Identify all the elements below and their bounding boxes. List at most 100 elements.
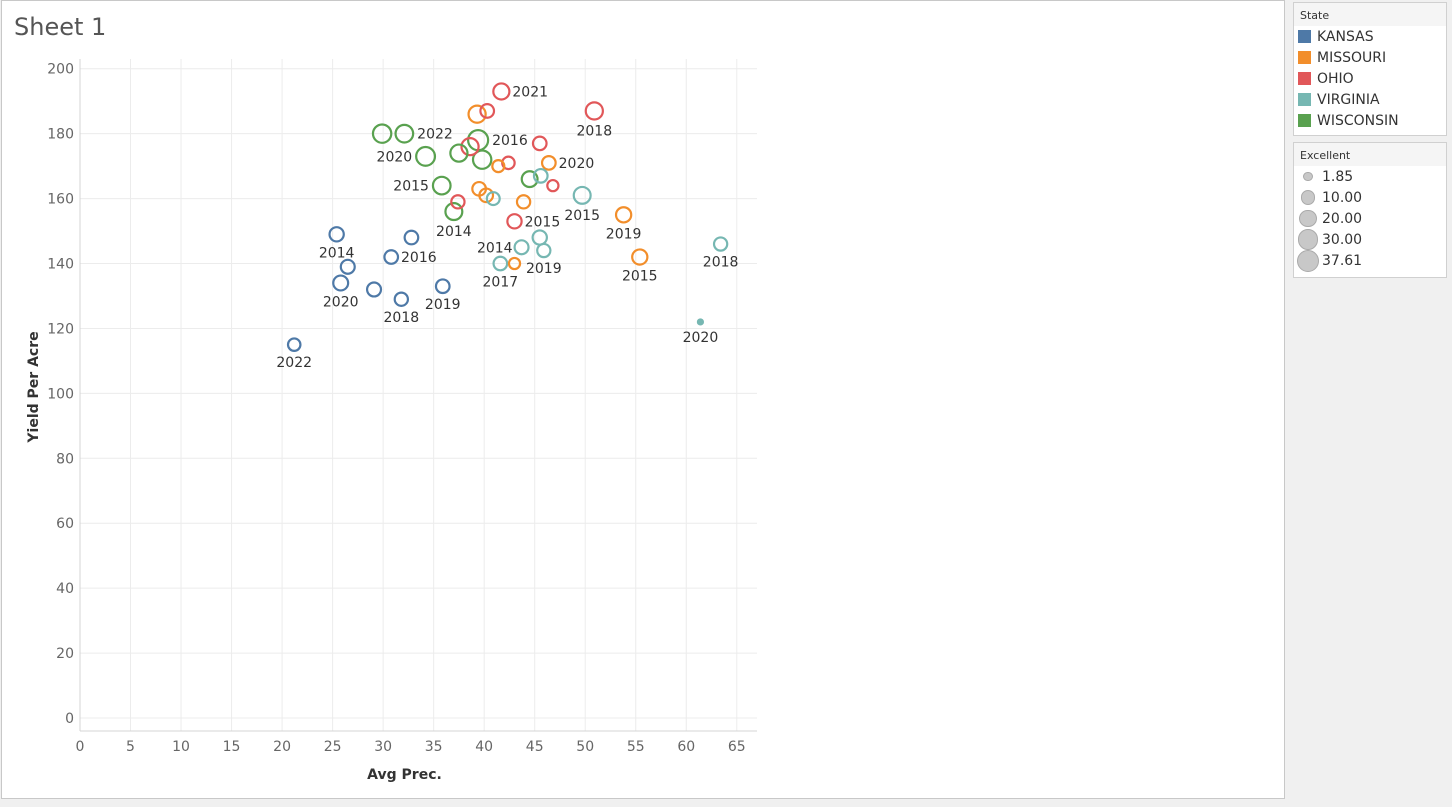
data-label: 2020 [559,156,595,172]
data-point-missouri[interactable] [614,206,633,224]
y-tick-label: 120 [47,321,74,337]
data-label: 2015 [393,179,429,195]
x-tick-label: 45 [526,739,544,755]
legend-item-wisconsin[interactable]: WISCONSIN [1294,110,1446,131]
legend-item-virginia[interactable]: VIRGINIA [1294,89,1446,110]
size-marker-icon [1294,249,1322,272]
state-legend[interactable]: State KANSAS MISSOURI OHIO VIRGINIA WISCONSI… [1293,2,1447,136]
legend-item-missouri[interactable]: MISSOURI [1294,47,1446,68]
size-legend-label: 10.00 [1322,189,1363,206]
x-tick-label: 5 [126,739,135,755]
data-point-wisconsin[interactable] [431,175,452,196]
data-label: 2021 [512,84,548,100]
data-point-wisconsin[interactable] [394,123,415,144]
data-point-kansas[interactable] [339,258,356,275]
data-point-ohio[interactable] [479,103,496,119]
state-legend-items: KANSAS MISSOURI OHIO VIRGINIA WISCONSIN [1294,26,1446,131]
data-point-virginia[interactable] [513,239,530,256]
legend-label: WISCONSIN [1317,112,1399,129]
data-point-missouri[interactable] [515,194,532,210]
data-point-missouri[interactable] [491,159,506,174]
data-point-kansas[interactable] [365,281,383,298]
data-point-ohio[interactable] [460,136,480,157]
data-label: 2014 [319,245,355,261]
y-tick-label: 20 [56,646,74,662]
data-point-ohio[interactable] [450,194,466,210]
data-point-wisconsin[interactable] [449,143,469,163]
data-point-kansas[interactable] [332,274,350,292]
size-legend-label: 30.00 [1322,231,1363,248]
color-swatch [1298,72,1311,85]
size-legend-label: 20.00 [1322,210,1363,227]
data-point-missouri[interactable] [540,154,557,171]
legend-item-ohio[interactable]: OHIO [1294,68,1446,89]
legend-label: VIRGINIA [1317,91,1380,108]
size-legend-item[interactable]: 37.61 [1294,249,1446,272]
data-point-virginia[interactable] [536,242,552,259]
scatter-chart[interactable]: 0 5 10 15 20 25 30 35 40 45 50 55 60 65 0 20 40 60 80 100 12… [2,1,1286,800]
data-point-kansas[interactable] [403,229,420,246]
data-label: 2015 [564,208,600,224]
size-legend-label: 1.85 [1322,168,1354,185]
x-axis-title: Avg Prec. [367,767,442,783]
data-point-virginia[interactable] [572,185,592,205]
data-label: 2017 [483,274,519,290]
x-tick-label: 55 [627,739,645,755]
data-point-kansas[interactable] [383,249,400,265]
x-tick-label: 10 [172,739,190,755]
x-tick-label: 20 [273,739,291,755]
data-point-virginia[interactable] [696,318,705,326]
data-label: 2020 [323,294,359,310]
data-label: 2018 [576,124,612,140]
x-tick-label: 65 [728,739,746,755]
legend-label: MISSOURI [1317,49,1387,66]
x-tick-label: 30 [374,739,392,755]
data-point-wisconsin[interactable] [371,123,393,144]
y-tick-label: 0 [65,711,74,727]
data-point-missouri[interactable] [478,187,495,204]
data-point-virginia[interactable] [485,191,501,207]
legend-item-kansas[interactable]: KANSAS [1294,26,1446,47]
data-point-ohio[interactable] [506,213,523,230]
x-tick-label: 50 [576,739,594,755]
x-tick-label: 15 [223,739,241,755]
data-point-wisconsin[interactable] [471,149,493,170]
data-point-kansas[interactable] [328,226,345,243]
data-point-virginia[interactable] [712,236,729,252]
data-point-ohio[interactable] [546,178,560,193]
data-point-virginia[interactable] [532,167,549,184]
data-point-virginia[interactable] [492,255,509,272]
state-legend-title: State [1294,3,1446,26]
data-point-missouri[interactable] [467,104,487,124]
data-point-ohio[interactable] [584,101,604,121]
data-point-wisconsin[interactable] [520,170,539,189]
y-tick-label: 140 [47,257,74,273]
data-point-kansas[interactable] [286,337,302,353]
data-label: 2015 [622,269,658,285]
data-point-kansas[interactable] [434,278,451,295]
size-legend[interactable]: Excellent 1.85 10.00 20.00 30.00 37.61 [1293,142,1447,278]
data-point-missouri[interactable] [507,256,522,271]
size-legend-title: Excellent [1294,143,1446,166]
data-point-ohio[interactable] [492,82,511,101]
sheet-title: Sheet 1 [14,13,107,41]
size-legend-item[interactable]: 10.00 [1294,187,1446,208]
color-swatch [1298,93,1311,106]
size-legend-item[interactable]: 1.85 [1294,166,1446,187]
x-tick-label: 40 [475,739,493,755]
data-point-missouri[interactable] [631,248,649,266]
y-tick-label: 180 [47,127,74,143]
legend-label: OHIO [1317,70,1354,87]
data-point-wisconsin[interactable] [415,145,437,167]
data-label: 2022 [417,127,453,143]
y-tick-label: 40 [56,581,74,597]
size-legend-item[interactable]: 20.00 [1294,208,1446,229]
data-point-wisconsin[interactable] [444,202,464,222]
data-point-kansas[interactable] [393,291,410,307]
data-label: 2019 [606,226,642,242]
size-legend-item[interactable]: 30.00 [1294,229,1446,250]
x-tick-label: 25 [324,739,342,755]
data-label: 2020 [377,149,413,165]
data-point-ohio[interactable] [531,135,548,152]
data-label: 2018 [703,255,739,271]
